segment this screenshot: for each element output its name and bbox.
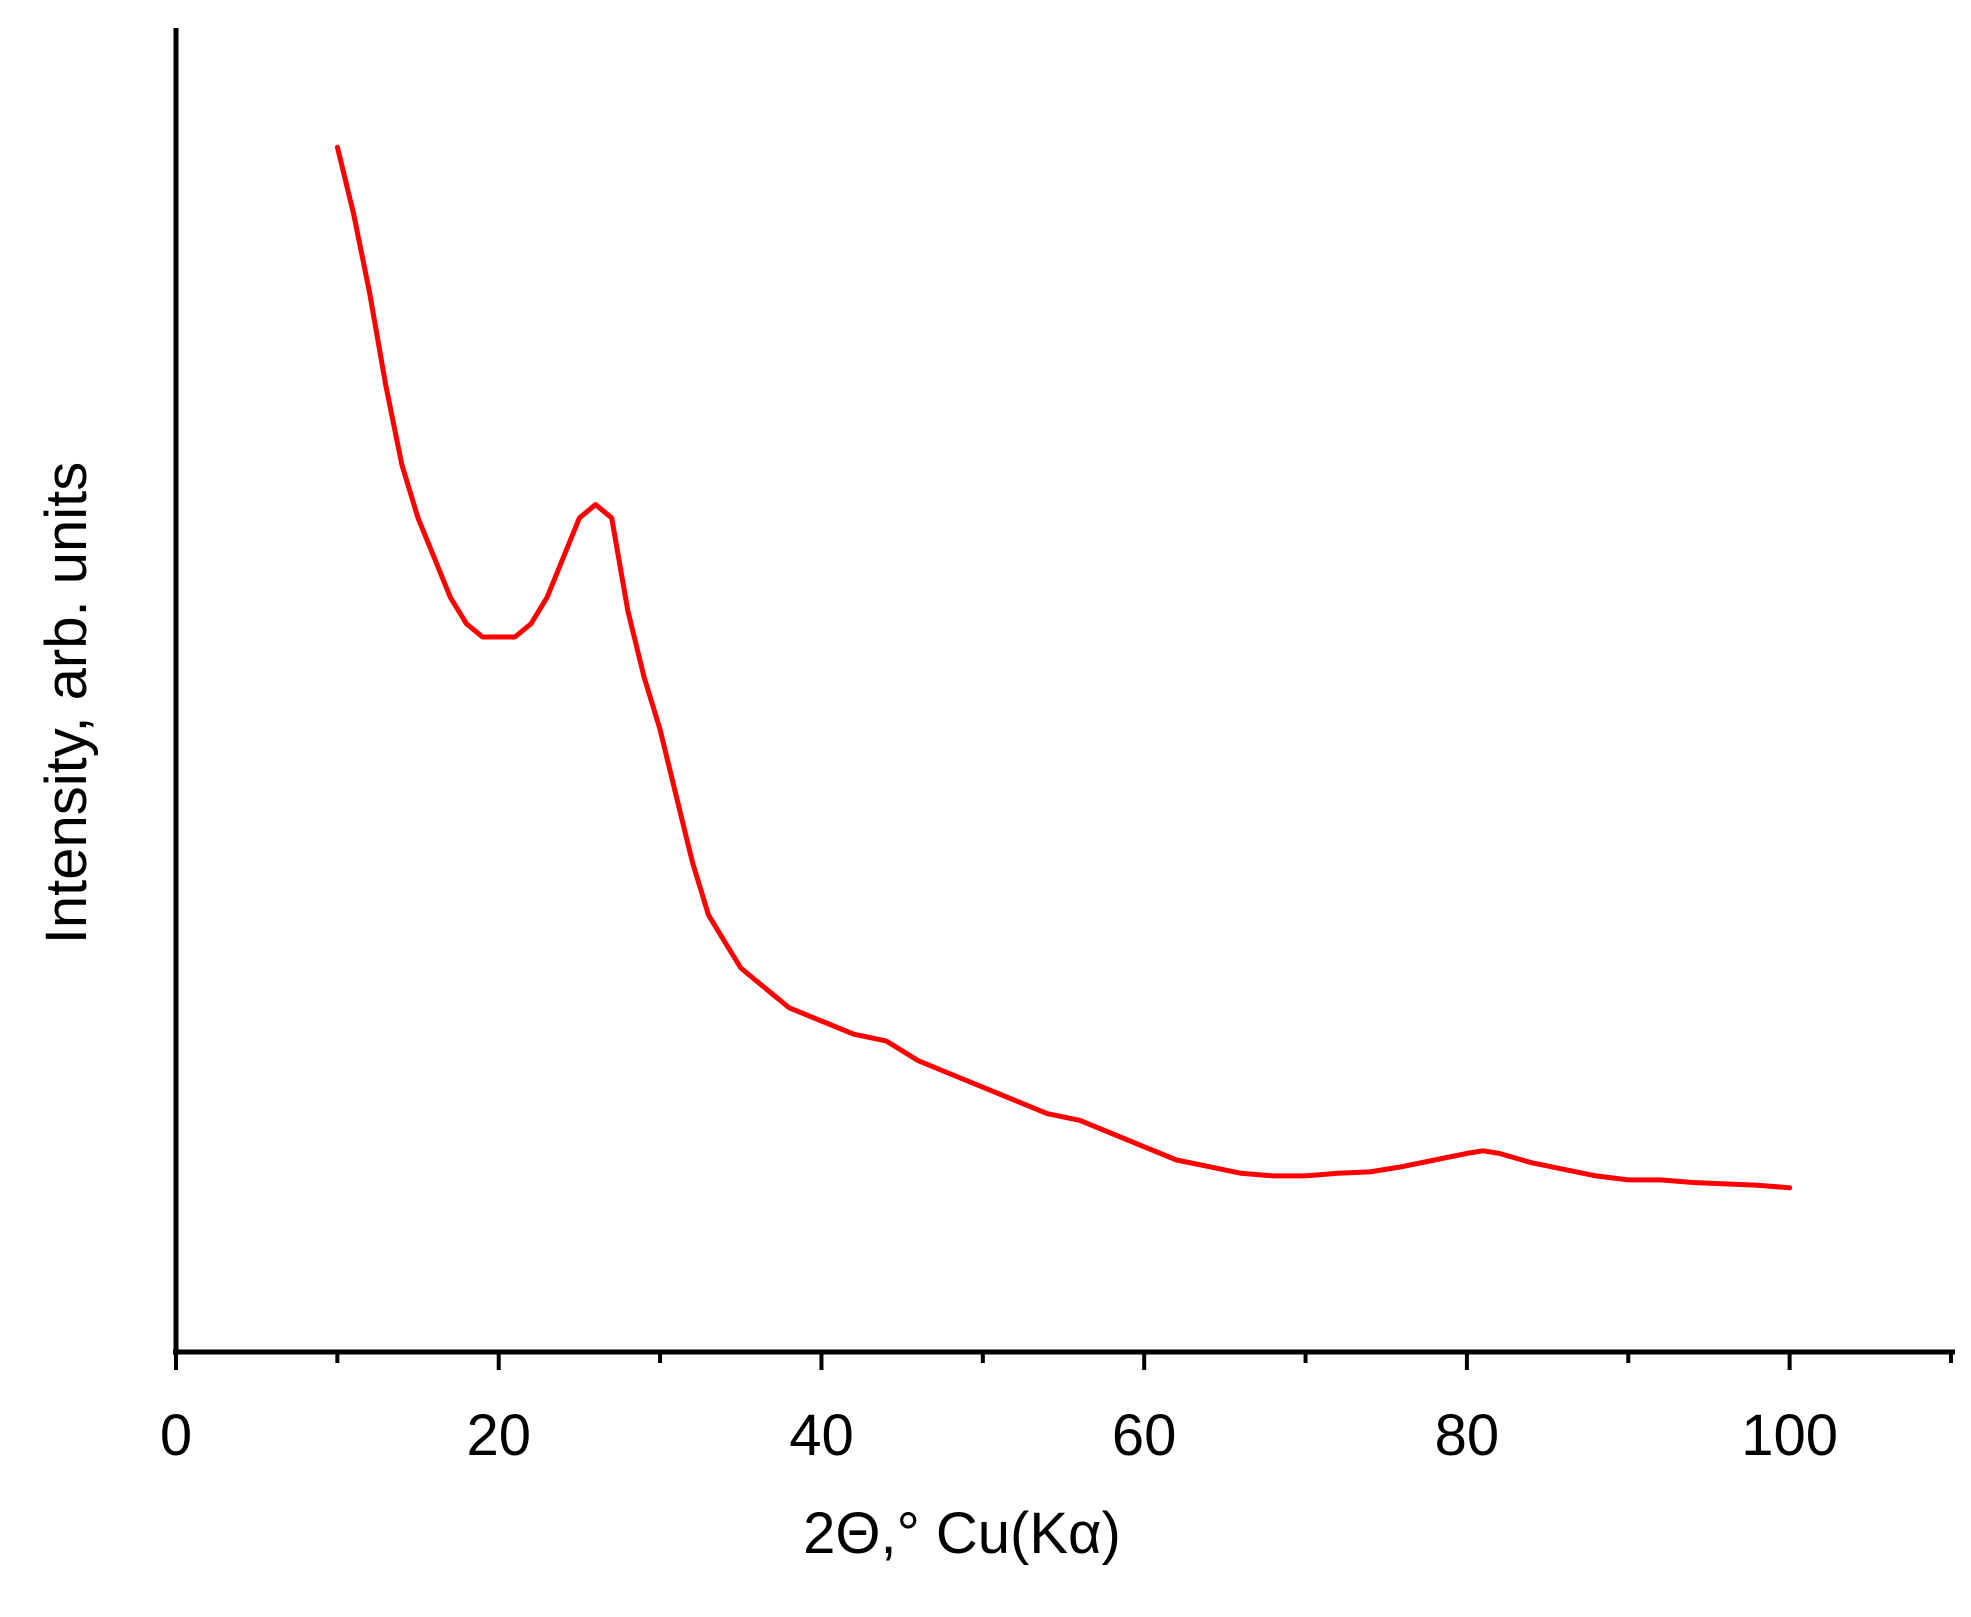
x-axis-ticks: [174, 1352, 1953, 1370]
series-line: [334, 144, 1793, 1191]
x-tick-label: 20: [466, 1403, 531, 1468]
series-group: [334, 144, 1793, 1191]
x-tick-label: 80: [1435, 1403, 1500, 1468]
x-tick-label: 100: [1741, 1403, 1838, 1468]
x-tick-label: 0: [160, 1403, 192, 1468]
axes: 0 20 40 60 80 100: [160, 28, 1955, 1468]
x-tick-label: 40: [789, 1403, 854, 1468]
x-tick-label: 60: [1112, 1403, 1177, 1468]
x-axis-tick-labels: 0 20 40 60 80 100: [160, 1403, 1838, 1468]
x-axis-title: 2Θ,° Cu(Kα): [803, 1501, 1121, 1566]
y-axis-title: Intensity, arb. units: [34, 462, 99, 945]
